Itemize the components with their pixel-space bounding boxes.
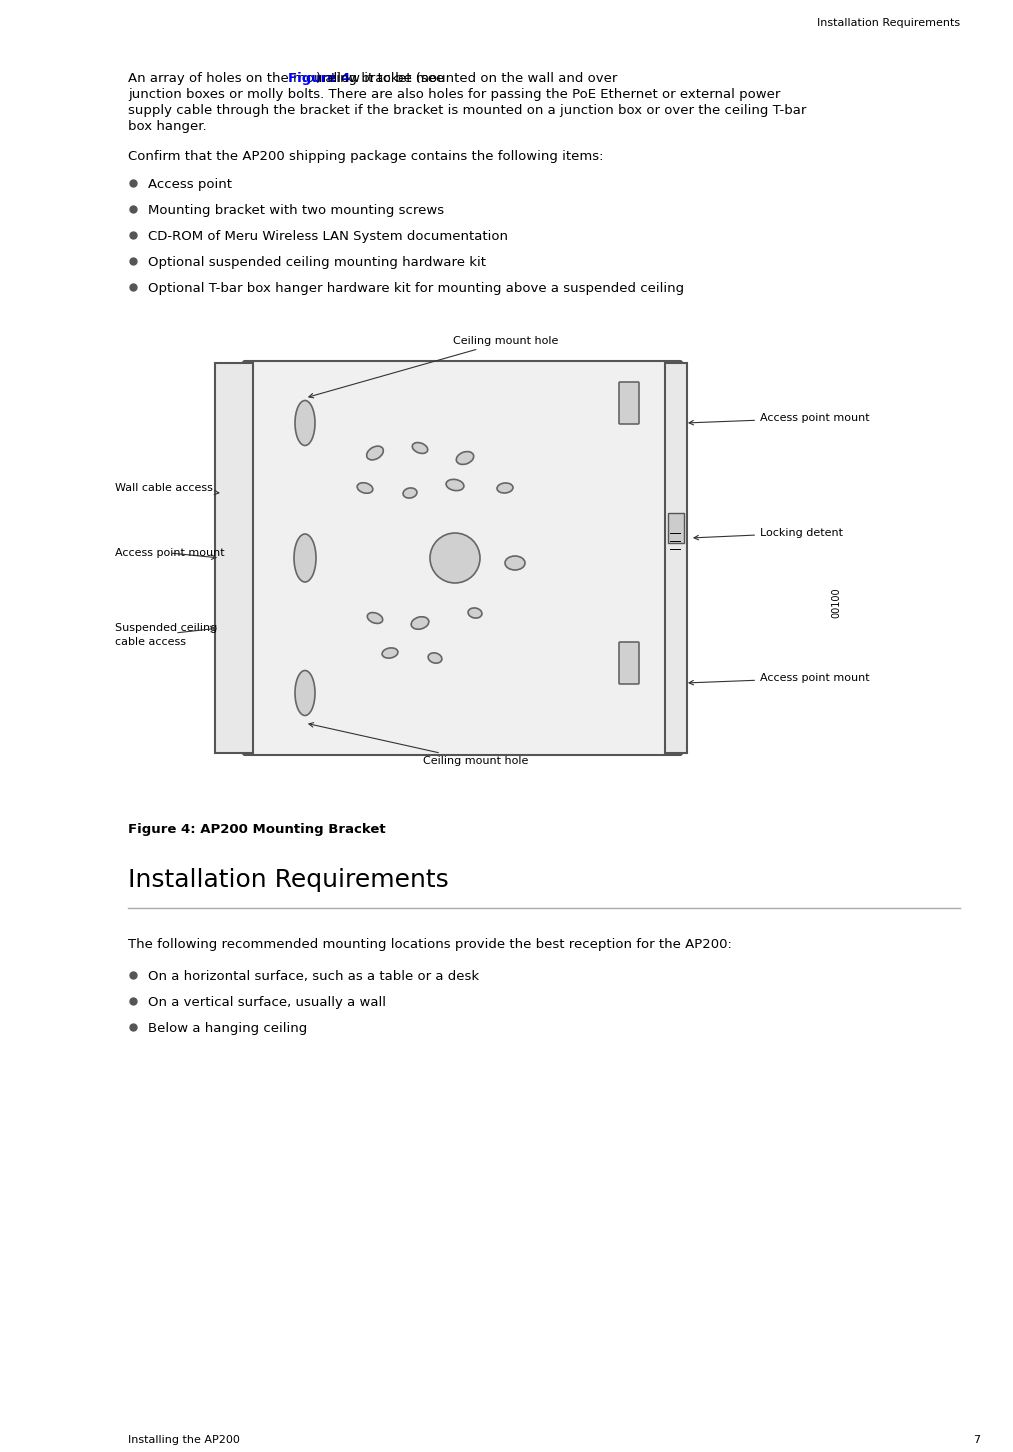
Text: Optional T-bar box hanger hardware kit for mounting above a suspended ceiling: Optional T-bar box hanger hardware kit f… [148,282,684,295]
Ellipse shape [428,653,442,664]
Text: junction boxes or molly bolts. There are also holes for passing the PoE Ethernet: junction boxes or molly bolts. There are… [128,89,780,102]
Text: Access point: Access point [148,179,232,192]
Text: 7: 7 [972,1435,980,1445]
Text: The following recommended mounting locations provide the best reception for the : The following recommended mounting locat… [128,938,731,951]
Ellipse shape [468,608,482,619]
Text: Mounting bracket with two mounting screws: Mounting bracket with two mounting screw… [148,203,444,216]
Text: Ceiling mount hole: Ceiling mount hole [309,723,529,767]
Ellipse shape [294,534,316,582]
Bar [215,363,253,754]
Text: Wall cable access: Wall cable access [115,484,219,495]
Ellipse shape [411,617,428,629]
FancyBboxPatch shape [619,642,639,684]
Text: supply cable through the bracket if the bracket is mounted on a junction box or : supply cable through the bracket if the … [128,105,806,118]
Text: Access point mount: Access point mount [689,412,869,425]
Ellipse shape [295,401,315,446]
FancyBboxPatch shape [619,382,639,424]
Bar [668,513,684,543]
Ellipse shape [456,452,474,465]
Text: Optional suspended ceiling mounting hardware kit: Optional suspended ceiling mounting hard… [148,256,486,269]
Ellipse shape [412,443,427,453]
Text: CD-ROM of Meru Wireless LAN System documentation: CD-ROM of Meru Wireless LAN System docum… [148,229,508,242]
Text: cable access: cable access [115,637,186,648]
Text: Installation Requirements: Installation Requirements [816,17,960,28]
Ellipse shape [446,479,464,491]
Ellipse shape [430,533,480,584]
Text: An array of holes on the mounting bracket (see: An array of holes on the mounting bracke… [128,73,449,86]
Text: Below a hanging ceiling: Below a hanging ceiling [148,1022,307,1035]
FancyBboxPatch shape [243,362,682,755]
Ellipse shape [497,484,513,494]
Text: Installation Requirements: Installation Requirements [128,868,449,892]
Bar [665,363,687,754]
Text: Confirm that the AP200 shipping package contains the following items:: Confirm that the AP200 shipping package … [128,150,604,163]
Text: On a horizontal surface, such as a table or a desk: On a horizontal surface, such as a table… [148,970,479,983]
Ellipse shape [382,648,398,658]
Text: Locking detent: Locking detent [694,529,843,540]
Text: 00100: 00100 [831,588,841,619]
Ellipse shape [295,671,315,716]
Text: Suspended ceiling: Suspended ceiling [115,623,217,633]
Ellipse shape [505,556,525,571]
Text: box hanger.: box hanger. [128,121,207,134]
Text: On a vertical surface, usually a wall: On a vertical surface, usually a wall [148,996,386,1009]
Text: Access point mount: Access point mount [115,547,225,559]
Ellipse shape [403,488,417,498]
Text: Access point mount: Access point mount [689,672,869,685]
Ellipse shape [368,613,383,623]
Text: Figure 4: Figure 4 [289,73,350,86]
Text: Ceiling mount hole: Ceiling mount hole [309,335,559,398]
Text: Installing the AP200: Installing the AP200 [128,1435,240,1445]
Text: ) allow it to be mounted on the wall and over: ) allow it to be mounted on the wall and… [316,73,617,86]
Text: Figure 4: AP200 Mounting Bracket: Figure 4: AP200 Mounting Bracket [128,823,386,836]
Ellipse shape [358,482,373,494]
Ellipse shape [367,446,383,460]
